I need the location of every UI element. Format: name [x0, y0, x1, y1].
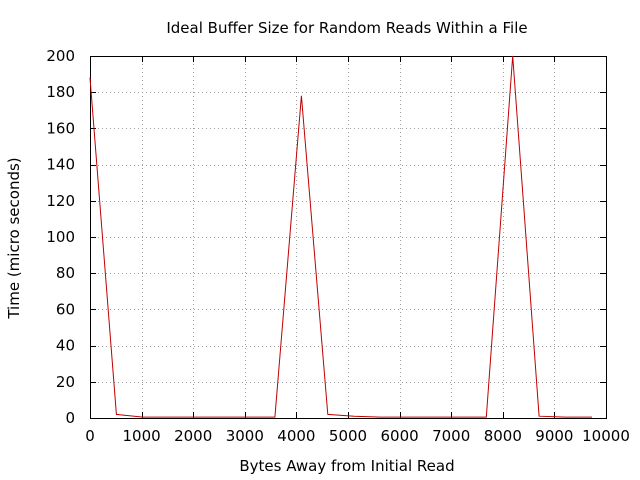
x-tick-label: 7000 — [432, 427, 470, 445]
y-axis-label: Time (micro seconds) — [5, 157, 23, 319]
y-tick-label: 200 — [46, 47, 75, 65]
x-tick-label: 4000 — [277, 427, 315, 445]
chart-title: Ideal Buffer Size for Random Reads Withi… — [166, 19, 527, 37]
x-tick-label: 2000 — [174, 427, 212, 445]
y-tick-label: 180 — [46, 83, 75, 101]
x-tick-label: 3000 — [226, 427, 264, 445]
x-tick-label: 6000 — [381, 427, 419, 445]
y-tick-label: 140 — [46, 156, 75, 174]
x-tick-label: 10000 — [582, 427, 630, 445]
y-tick-label: 160 — [46, 119, 75, 137]
y-tick-label: 40 — [56, 337, 75, 355]
x-tick-label: 5000 — [329, 427, 367, 445]
series-layer — [89, 55, 592, 418]
y-tick-label: 80 — [56, 264, 75, 282]
x-tick-label: 0 — [85, 427, 95, 445]
y-tick-label: 0 — [65, 409, 75, 427]
y-tick-label: 120 — [46, 192, 75, 210]
x-tick-label: 9000 — [535, 427, 573, 445]
y-tick-label: 100 — [46, 228, 75, 246]
x-axis-label: Bytes Away from Initial Read — [239, 457, 454, 475]
x-tick-label: 1000 — [123, 427, 161, 445]
x-tick-label: 8000 — [484, 427, 522, 445]
axis-ticks: 0 1000 2000 3000 4000 5000 6000 7000 8000 9000 100… — [46, 47, 630, 445]
y-tick-label: 60 — [56, 300, 75, 318]
series-line — [89, 55, 592, 418]
grid — [90, 56, 606, 418]
y-tick-label: 20 — [56, 373, 75, 391]
